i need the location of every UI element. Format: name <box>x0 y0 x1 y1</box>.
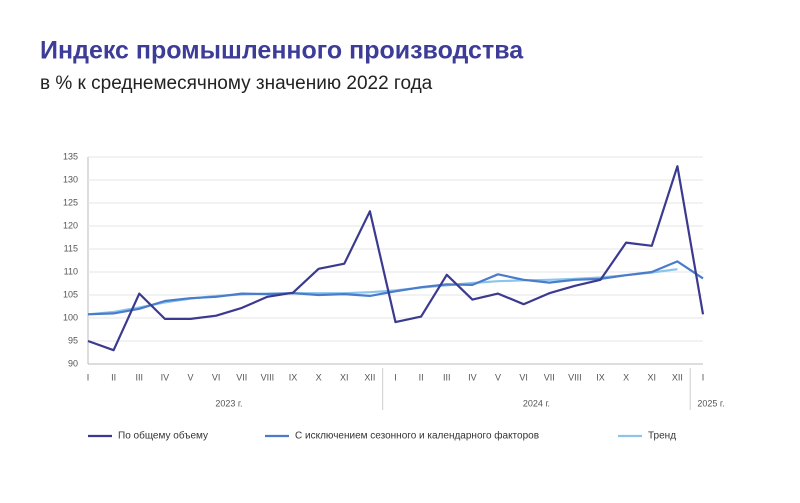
x-tick-label: IV <box>161 372 170 382</box>
y-tick-label: 90 <box>68 358 78 368</box>
series-line <box>87 165 705 352</box>
x-tick-label: VIII <box>568 372 582 382</box>
legend-label: По общему объему <box>118 430 208 442</box>
legend-label: С исключением сезонного и календарного ф… <box>295 430 539 442</box>
x-tick-label: II <box>111 372 116 382</box>
legend-label: Тренд <box>648 431 676 442</box>
x-tick-label: VIII <box>261 372 275 382</box>
x-tick-label: III <box>443 372 451 382</box>
x-tick-label: VII <box>544 372 555 382</box>
x-tick-label: XI <box>647 372 656 382</box>
y-tick-label: 120 <box>63 220 78 230</box>
x-tick-label: I <box>87 372 90 382</box>
x-tick-label: IX <box>289 372 298 382</box>
x-group-label: 2025 г. <box>697 398 724 408</box>
x-tick-label: XI <box>340 372 349 382</box>
series-line <box>87 268 678 316</box>
chart-subtitle: в % к среднемесячному значению 2022 года <box>40 73 433 94</box>
x-tick-label: IX <box>596 372 605 382</box>
y-tick-label: 125 <box>63 197 78 207</box>
y-tick-label: 100 <box>63 312 78 322</box>
x-tick-label: II <box>419 372 424 382</box>
series-line <box>87 260 704 316</box>
chart-title: Индекс промышленного производства <box>40 37 524 65</box>
x-tick-label: I <box>702 372 705 382</box>
x-tick-label: XII <box>672 372 683 382</box>
x-tick-label: V <box>187 372 193 382</box>
x-tick-label: I <box>394 372 397 382</box>
x-group-label: 2024 г. <box>523 398 550 408</box>
y-tick-label: 115 <box>64 243 78 253</box>
x-tick-label: III <box>135 372 143 382</box>
x-tick-label: X <box>316 372 322 382</box>
x-tick-label: X <box>623 372 629 382</box>
x-tick-label: XII <box>364 372 375 382</box>
y-tick-label: 135 <box>63 151 78 161</box>
x-tick-label: V <box>495 372 501 382</box>
x-tick-label: VI <box>212 372 221 382</box>
y-tick-label: 130 <box>63 174 78 184</box>
y-tick-label: 95 <box>68 335 78 345</box>
x-group-label: 2023 г. <box>215 398 242 408</box>
x-tick-label: VII <box>236 372 247 382</box>
y-tick-label: 105 <box>63 289 78 299</box>
x-tick-label: VI <box>519 372 528 382</box>
y-tick-label: 110 <box>64 266 78 276</box>
x-tick-label: IV <box>468 372 477 382</box>
